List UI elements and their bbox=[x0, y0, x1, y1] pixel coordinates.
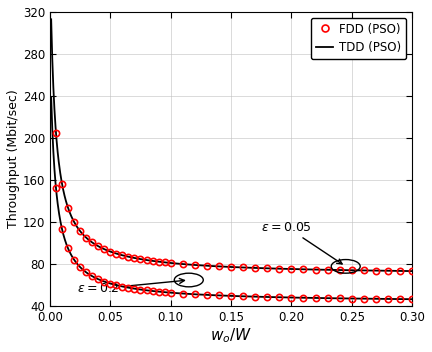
Text: $\epsilon = 0.2$: $\epsilon = 0.2$ bbox=[76, 278, 184, 295]
Y-axis label: Throughput (Mbit/sec): Throughput (Mbit/sec) bbox=[7, 89, 20, 228]
Text: $\epsilon = 0.05$: $\epsilon = 0.05$ bbox=[261, 220, 342, 264]
Legend: FDD (PSO), TDD (PSO): FDD (PSO), TDD (PSO) bbox=[311, 18, 406, 59]
X-axis label: $w_o/W$: $w_o/W$ bbox=[210, 326, 252, 345]
